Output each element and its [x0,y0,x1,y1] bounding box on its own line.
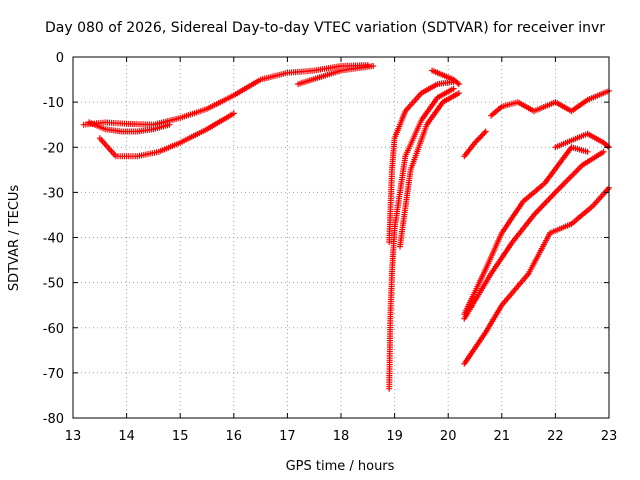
y-tick-label: -60 [43,322,64,337]
data-marks [397,90,462,250]
data-marks [461,184,612,367]
x-tick-label: 19 [386,429,403,444]
data-marks [80,62,371,128]
series-arc-7 [397,90,462,250]
series-arc-8 [429,67,462,88]
y-tick-label: -50 [43,277,64,292]
x-tick-label: 21 [494,429,511,444]
y-tick-label: -10 [43,96,64,111]
chart-title: Day 080 of 2026, Sidereal Day-to-day VTE… [45,20,605,36]
data-marks [86,119,173,135]
axis-ticks: 13 14 15 16 17 18 19 20 21 22 23 0 -10 -20 -30 -40 -50 -6… [43,51,618,444]
x-tick-label: 15 [172,429,189,444]
data-marks [96,110,237,160]
y-axis-label: SDTVAR / TECUs [7,185,22,292]
y-tick-label: -70 [43,367,64,382]
series-arc-11 [552,130,612,151]
data-marks [429,67,462,88]
data-marks [386,78,457,245]
grid [73,57,609,418]
data-marks [461,148,607,322]
x-tick-label: 13 [65,429,82,444]
y-tick-label: -30 [43,186,64,201]
data-marks [461,128,489,160]
data-marks [386,85,457,392]
data-marks [461,144,591,318]
series-arc-2 [86,119,173,135]
x-tick-label: 20 [440,429,457,444]
y-tick-label: -40 [43,232,64,247]
x-axis-label: GPS time / hours [286,459,395,474]
data-points [80,62,612,392]
series-arc-12 [461,144,591,318]
y-tick-label: 0 [56,51,64,66]
series-arc-1 [80,62,371,128]
x-tick-label: 14 [118,429,135,444]
x-tick-label: 22 [547,429,564,444]
y-tick-label: -20 [43,141,64,156]
x-tick-label: 17 [279,429,296,444]
series-arc-5 [386,78,457,245]
series-arc-13 [461,148,607,322]
series-arc-9 [461,128,489,160]
x-tick-label: 23 [601,429,618,444]
y-tick-label: -80 [43,412,64,427]
series-arc-6 [386,85,457,392]
series-arc-10 [488,87,612,119]
series-arc-4 [295,63,377,88]
x-tick-label: 18 [333,429,350,444]
data-marks [295,63,377,88]
data-marks [488,87,612,119]
data-marks [552,130,612,151]
series-arc-3 [96,110,237,160]
series-arc-14 [461,184,612,367]
x-tick-label: 16 [226,429,243,444]
